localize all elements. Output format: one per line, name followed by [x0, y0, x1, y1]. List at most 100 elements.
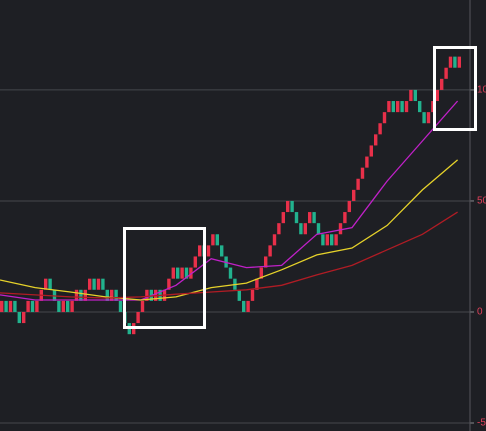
down-brick [17, 311, 21, 324]
down-brick [290, 200, 294, 213]
grid: 100 50 0 -50 [0, 85, 486, 429]
down-brick [48, 278, 52, 290]
up-brick [206, 245, 211, 257]
up-brick [180, 267, 184, 279]
down-brick [66, 300, 70, 312]
up-brick [356, 178, 360, 190]
up-brick [360, 167, 365, 179]
up-brick [457, 56, 461, 68]
down-brick [242, 300, 246, 312]
down-brick [118, 300, 123, 312]
down-brick [105, 289, 109, 301]
up-brick [167, 278, 171, 290]
down-brick [215, 234, 219, 246]
up-brick [136, 311, 140, 324]
down-brick [13, 300, 17, 312]
down-brick [52, 289, 57, 301]
up-brick [334, 234, 338, 246]
up-brick [26, 300, 30, 312]
up-brick [426, 112, 431, 124]
up-brick [74, 289, 79, 301]
up-brick [387, 101, 391, 113]
down-brick [184, 267, 189, 279]
up-brick [193, 256, 197, 268]
down-brick [30, 300, 35, 312]
down-brick [220, 245, 224, 257]
up-brick [246, 300, 250, 312]
y-tick-label: 100 [477, 85, 486, 96]
up-brick [70, 300, 74, 312]
y-tick-label: -50 [477, 418, 486, 429]
up-brick [286, 200, 290, 213]
down-brick [92, 278, 96, 290]
up-brick [259, 267, 263, 279]
bricks [0, 56, 461, 335]
up-brick [365, 156, 369, 168]
up-brick [440, 78, 444, 90]
up-brick [277, 223, 281, 235]
down-brick [299, 223, 303, 235]
up-brick [198, 245, 202, 257]
down-brick [4, 300, 8, 312]
up-brick [211, 234, 215, 246]
down-brick [114, 289, 118, 301]
up-brick [444, 67, 448, 79]
up-brick [343, 212, 347, 224]
up-brick [378, 123, 382, 135]
up-brick [374, 134, 378, 146]
up-brick [61, 300, 65, 312]
moving-averages [0, 100, 459, 301]
up-brick [171, 267, 175, 279]
down-brick [294, 212, 299, 224]
down-brick [312, 212, 316, 224]
up-brick [35, 300, 39, 312]
down-brick [400, 101, 404, 113]
up-brick [435, 89, 439, 102]
up-brick [110, 289, 114, 301]
up-brick [325, 234, 329, 246]
down-brick [330, 234, 334, 246]
up-brick [303, 223, 307, 235]
up-brick [396, 101, 400, 113]
up-brick [268, 245, 272, 257]
up-brick [22, 311, 26, 324]
up-brick [382, 112, 387, 124]
up-brick [83, 289, 87, 301]
ma-line [0, 211, 458, 299]
up-brick [272, 234, 277, 246]
highlight-box [123, 227, 206, 329]
down-brick [418, 101, 422, 113]
down-brick [79, 289, 83, 301]
up-brick [140, 300, 145, 312]
ma-line [0, 100, 459, 301]
up-brick [347, 200, 351, 213]
ma-line [0, 159, 459, 301]
y-tick-label: 0 [477, 307, 483, 318]
up-brick [44, 278, 48, 290]
up-brick [264, 256, 268, 268]
up-brick [409, 89, 413, 102]
up-brick [0, 300, 4, 312]
up-brick [352, 189, 356, 201]
down-brick [321, 234, 325, 246]
down-brick [391, 101, 395, 113]
down-brick [237, 289, 241, 301]
up-brick [255, 278, 259, 290]
up-brick [96, 278, 101, 290]
up-brick [308, 212, 312, 224]
up-brick [189, 267, 193, 279]
highlight-box [433, 46, 477, 131]
up-brick [281, 212, 285, 224]
up-brick [338, 223, 343, 235]
down-brick [422, 112, 426, 124]
up-brick [404, 101, 409, 113]
up-brick [431, 101, 435, 113]
down-brick [176, 267, 180, 279]
y-tick-label: 50 [477, 196, 486, 207]
up-brick [448, 56, 453, 68]
down-brick [316, 223, 321, 235]
up-brick [8, 300, 13, 312]
down-brick [228, 267, 233, 279]
